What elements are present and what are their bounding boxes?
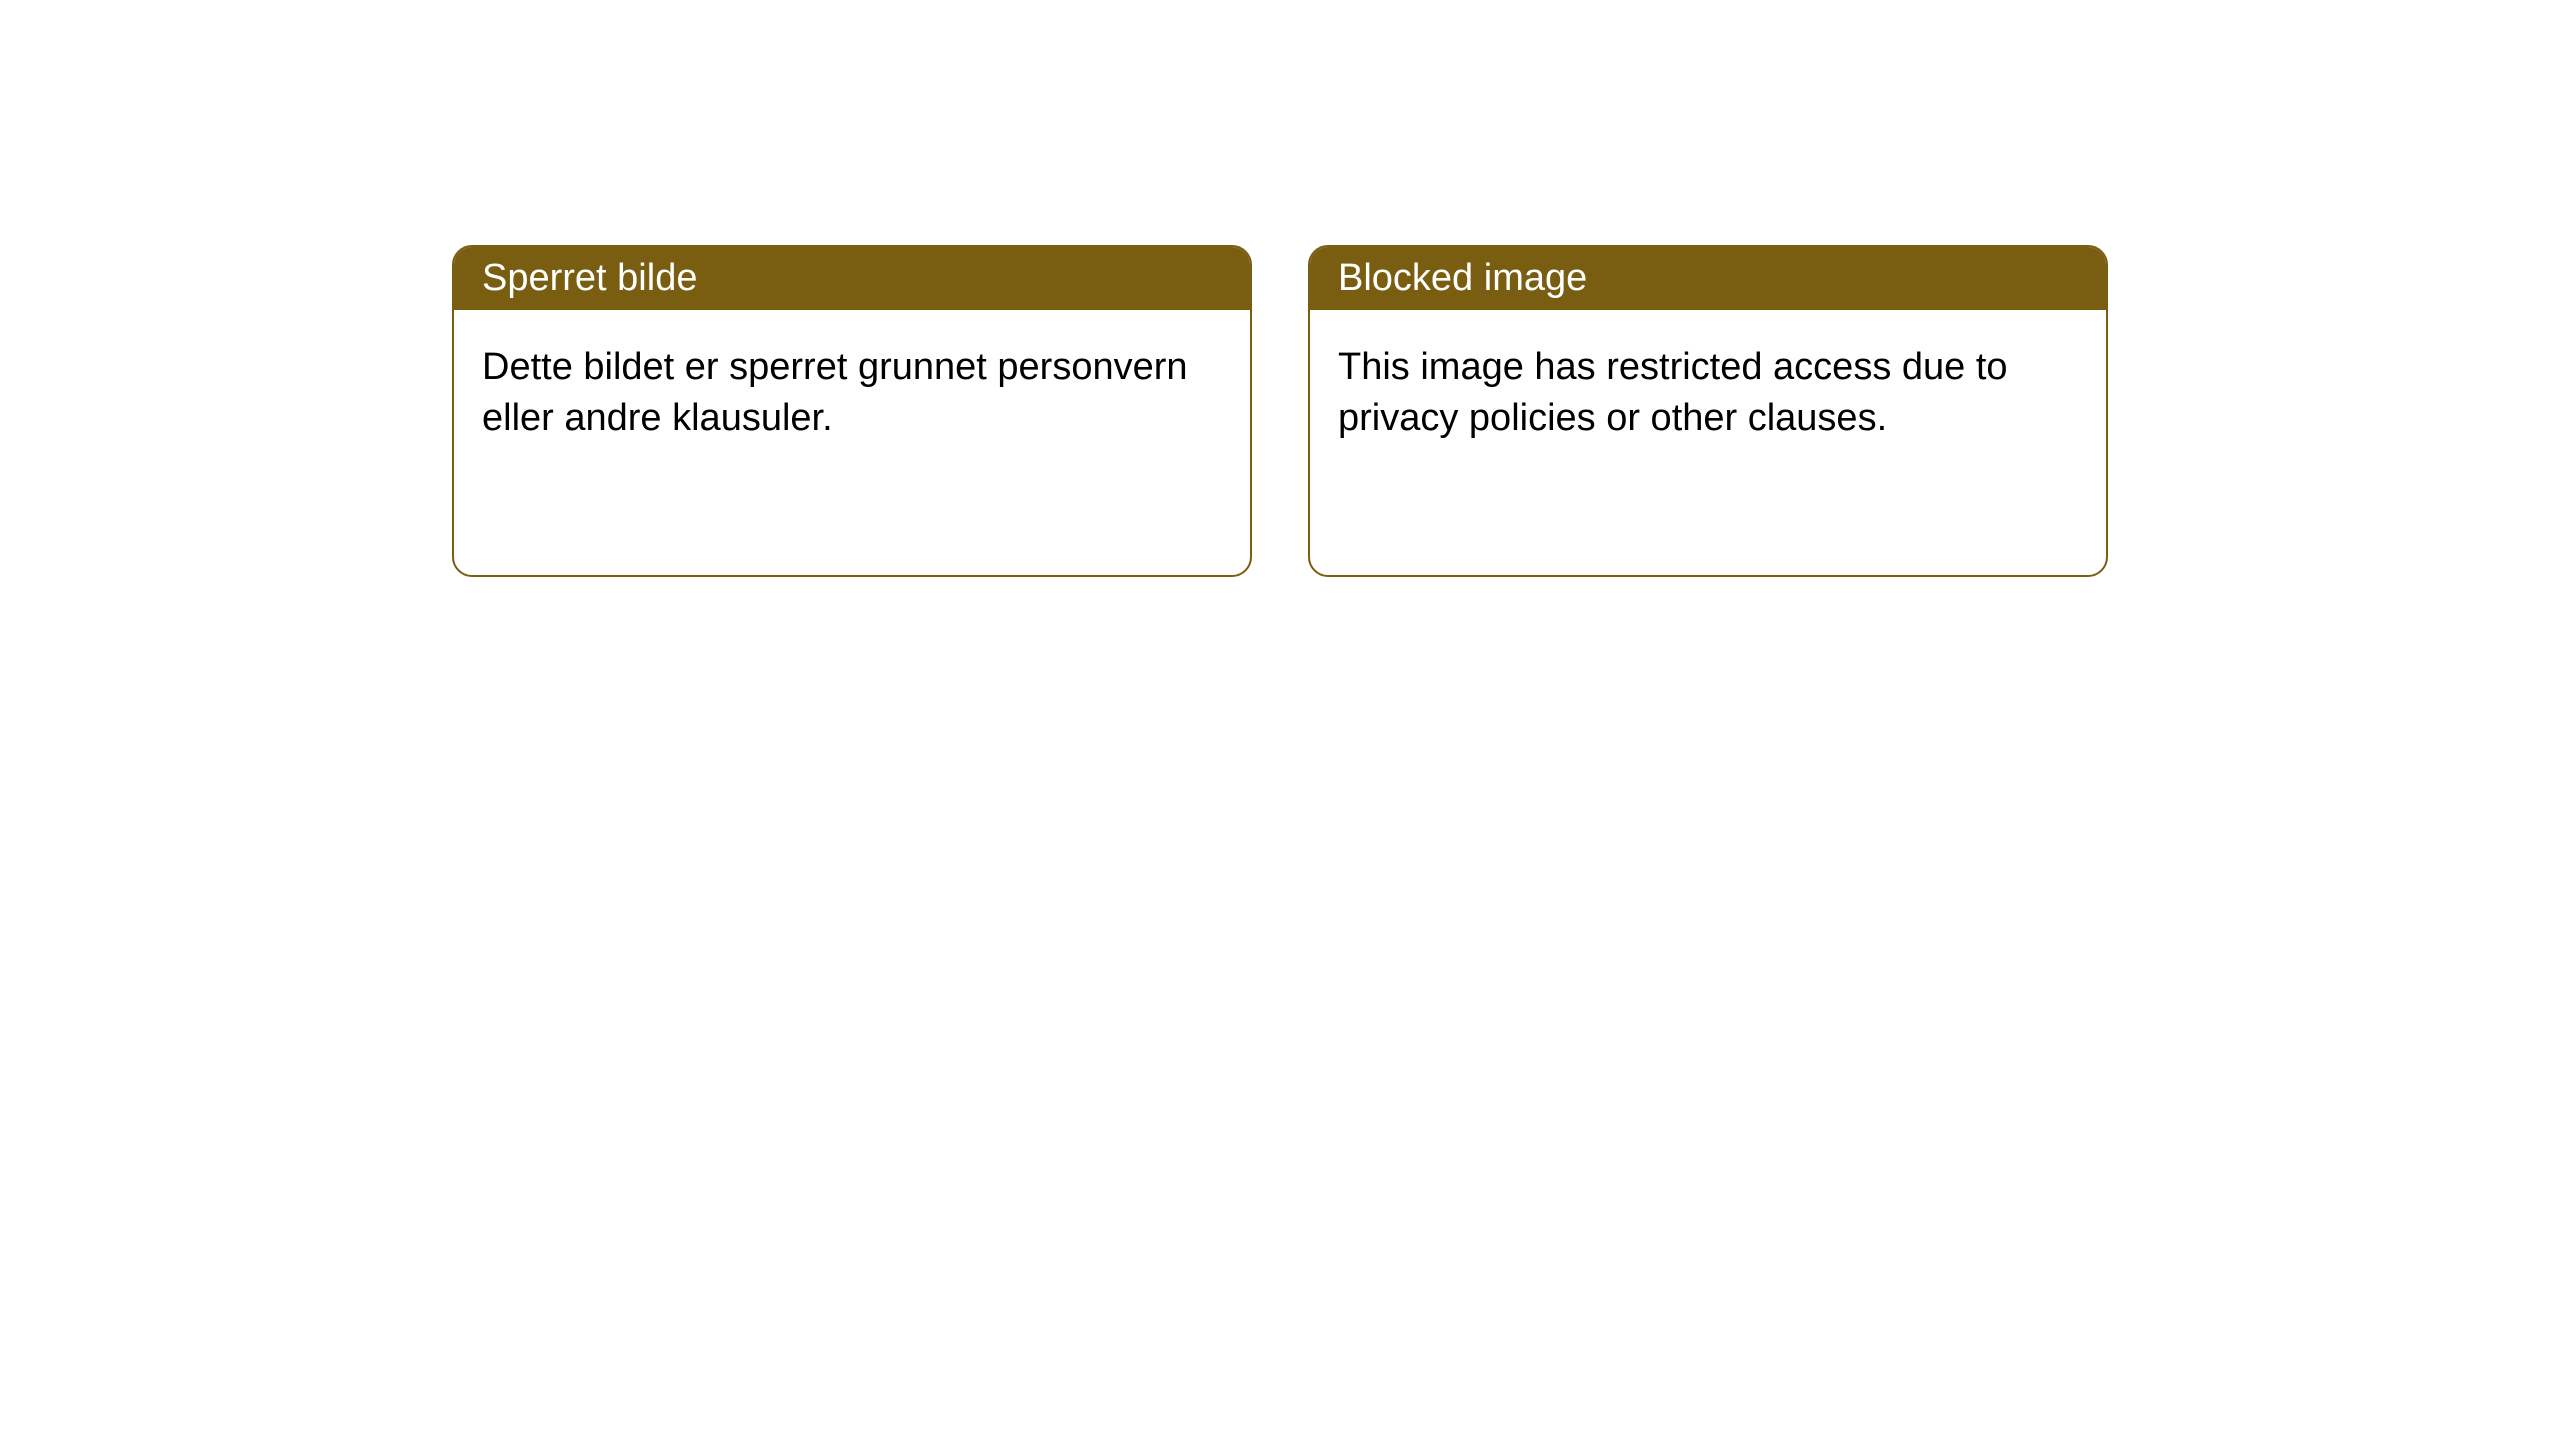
card-title-en: Blocked image — [1338, 257, 1587, 299]
blocked-image-card-en: Blocked image This image has restricted … — [1308, 245, 2108, 577]
card-message-no: Dette bildet er sperret grunnet personve… — [482, 346, 1188, 439]
blocked-image-card-no: Sperret bilde Dette bildet er sperret gr… — [452, 245, 1252, 577]
card-header-no: Sperret bilde — [454, 247, 1250, 310]
notice-container: Sperret bilde Dette bildet er sperret gr… — [0, 0, 2560, 577]
card-message-en: This image has restricted access due to … — [1338, 346, 2008, 439]
card-title-no: Sperret bilde — [482, 257, 697, 299]
card-body-en: This image has restricted access due to … — [1310, 310, 2106, 477]
card-header-en: Blocked image — [1310, 247, 2106, 310]
card-body-no: Dette bildet er sperret grunnet personve… — [454, 310, 1250, 477]
